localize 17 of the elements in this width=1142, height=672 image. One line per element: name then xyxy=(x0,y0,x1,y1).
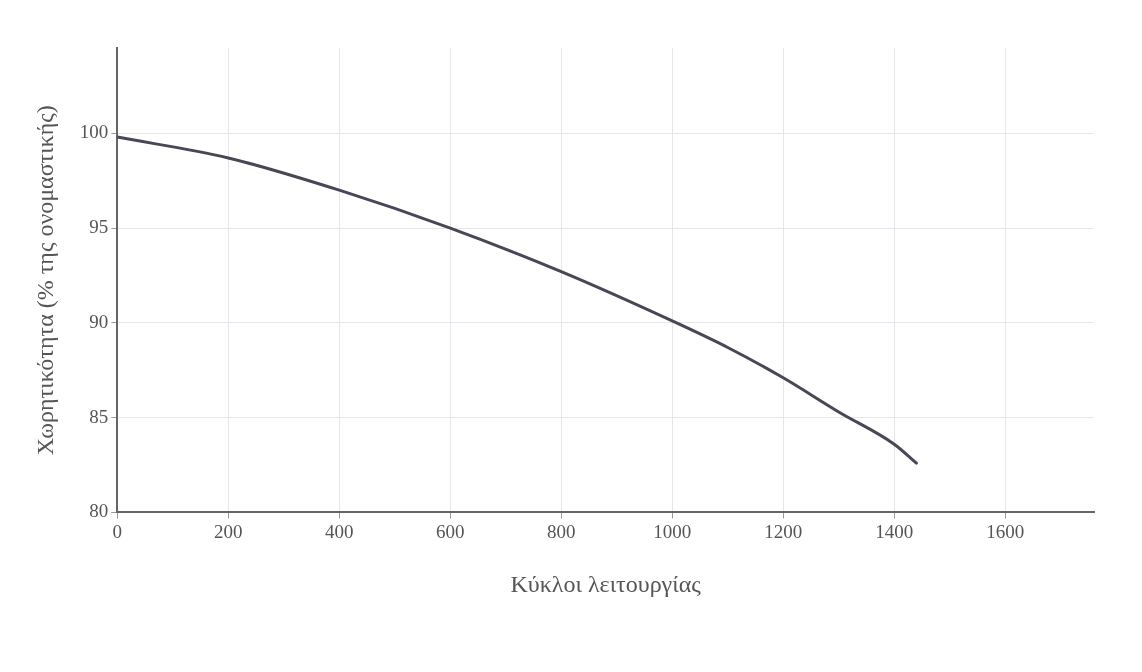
x-tick-label: 1600 xyxy=(986,520,1025,542)
x-tick-label: 200 xyxy=(214,520,243,542)
x-tick-label: 1400 xyxy=(875,520,914,542)
y-tick-label: 85 xyxy=(89,405,109,427)
y-tick-label: 90 xyxy=(89,310,109,332)
y-tick-label: 95 xyxy=(89,216,109,238)
x-tick-label: 400 xyxy=(325,520,354,542)
x-tick-label: 0 xyxy=(112,520,123,542)
x-tick-label: 1000 xyxy=(653,520,692,542)
y-tick-label: 80 xyxy=(89,500,109,522)
line-series xyxy=(117,135,918,465)
x-axis-title: Κύκλοι λειτουργίας xyxy=(510,570,702,597)
x-tick-label: 1200 xyxy=(764,520,803,542)
y-tick-label: 100 xyxy=(79,121,109,143)
x-tick-label: 800 xyxy=(547,520,576,542)
x-tick-label: 600 xyxy=(436,520,465,542)
y-axis-title: Χωρητικότητα (% της ονομαστικής) xyxy=(31,105,58,456)
